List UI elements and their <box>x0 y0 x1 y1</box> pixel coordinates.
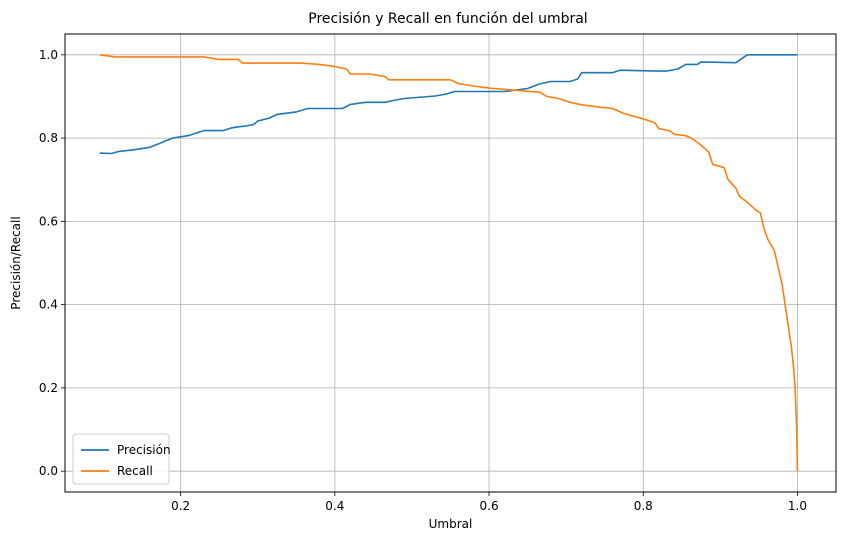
chart-title: Precisión y Recall en función del umbral <box>308 11 587 27</box>
x-axis-label: Umbral <box>429 517 473 531</box>
plot-frame <box>64 33 837 493</box>
y-tick-label: 0.2 <box>39 381 58 395</box>
ticks: 0.2 0.4 0.6 0.8 1.0 0.0 0.2 0.4 0.6 0.8 1.0 <box>39 48 807 513</box>
x-tick-label: 0.6 <box>480 499 499 513</box>
x-tick-label: 1.0 <box>788 499 807 513</box>
y-tick-label: 0.6 <box>39 214 58 228</box>
y-axis-label: Precisión/Recall <box>9 216 23 309</box>
legend-label: Precisión <box>117 443 171 457</box>
legend: Precisión Recall <box>72 433 171 485</box>
series-line-recall <box>99 54 799 472</box>
y-tick-label: 0.4 <box>39 298 58 312</box>
series-line-precisi-n <box>99 54 798 155</box>
legend-label: Recall <box>117 464 153 478</box>
y-tick-label: 1.0 <box>39 48 58 62</box>
x-tick-label: 0.8 <box>634 499 653 513</box>
y-tick-label: 0.0 <box>39 464 58 478</box>
grid <box>65 34 836 492</box>
y-tick-label: 0.8 <box>39 131 58 145</box>
x-tick-label: 0.4 <box>325 499 344 513</box>
series-group <box>99 54 799 472</box>
x-tick-label: 0.2 <box>171 499 190 513</box>
